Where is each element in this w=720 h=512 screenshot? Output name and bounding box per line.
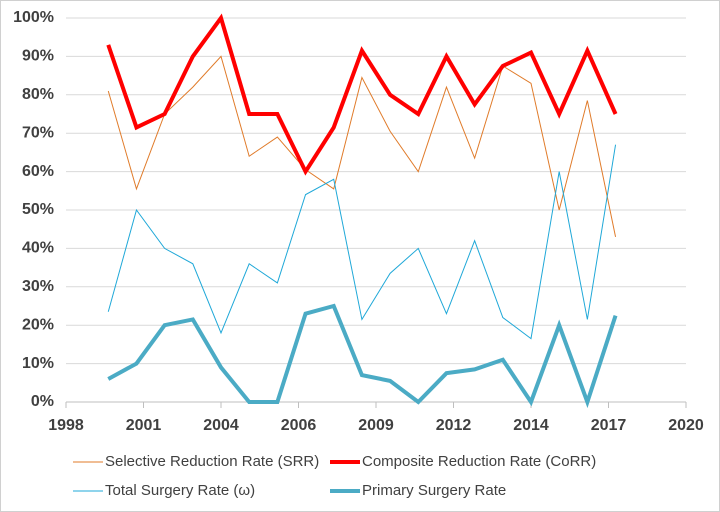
y-tick-label: 40% [22,240,54,257]
x-tick-label: 2006 [281,417,317,434]
legend-label: Composite Reduction Rate (CoRR) [362,453,596,470]
y-tick-label: 30% [22,278,54,295]
series-line [107,144,617,340]
series-line [107,55,617,237]
y-tick-label: 100% [13,9,54,26]
legend-label: Primary Surgery Rate [362,482,506,499]
series-line [107,303,618,409]
y-tick-label: 80% [22,86,54,103]
x-tick-label: 2014 [513,417,549,434]
y-tick-label: 90% [22,48,54,65]
y-tick-label: 60% [22,163,54,180]
x-tick-label: 2017 [591,417,627,434]
x-tick-label: 1998 [48,417,84,434]
y-tick-label: 20% [22,316,54,333]
legend-label: Total Surgery Rate (ω) [105,482,255,499]
x-tick-label: 2001 [126,417,162,434]
x-tick-label: 2020 [668,417,704,434]
legend-label: Selective Reduction Rate (SRR) [105,453,319,470]
y-tick-label: 10% [22,355,54,372]
y-tick-label: 0% [31,393,54,410]
x-tick-label: 2009 [358,417,394,434]
series-line [106,13,618,176]
x-tick-label: 2004 [203,417,239,434]
y-tick-label: 70% [22,124,54,141]
y-tick-label: 50% [22,201,54,218]
x-tick-label: 2012 [436,417,472,434]
